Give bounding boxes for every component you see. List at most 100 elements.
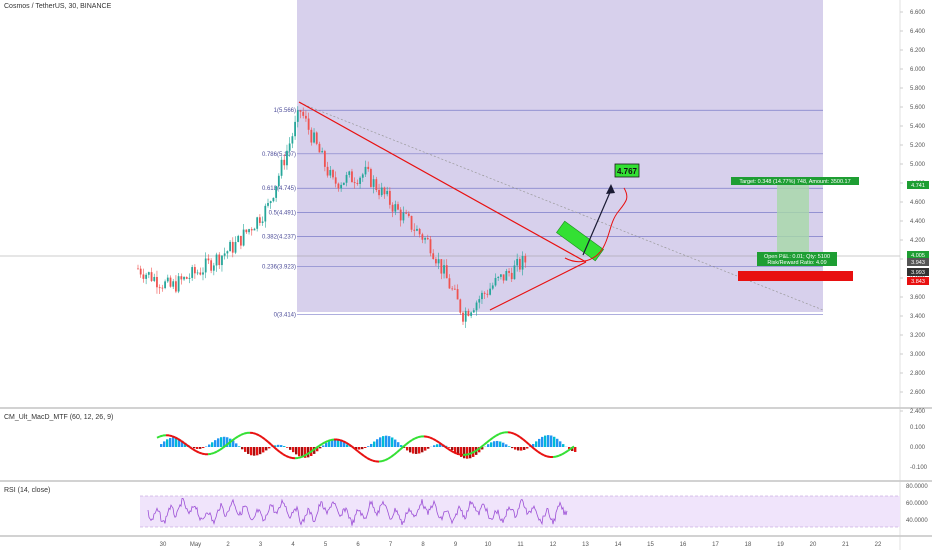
candle-body — [185, 276, 188, 279]
macd-bar — [571, 447, 574, 451]
macd-line — [201, 452, 206, 456]
candle-body — [518, 258, 521, 270]
macd-line — [189, 446, 194, 451]
price-badge-label: 3.943 — [911, 260, 925, 266]
candle-body — [318, 143, 321, 153]
breakout-box[interactable] — [556, 220, 604, 262]
candle-body — [267, 203, 269, 206]
macd-bar — [514, 447, 517, 450]
macd-bar — [550, 435, 553, 447]
macd-bar — [502, 442, 505, 447]
macd-line — [471, 450, 476, 454]
macd-line — [516, 434, 521, 438]
macd-line — [180, 439, 185, 444]
long-position-tool[interactable]: Target: 0.348 (14.77%) 748, Amount: 3500… — [731, 177, 859, 281]
macd-bar — [553, 436, 556, 447]
candle-body — [375, 179, 378, 190]
macd-bar — [166, 439, 169, 447]
macd-line — [210, 451, 215, 455]
macd-line — [474, 448, 479, 453]
rsi-pane[interactable] — [147, 497, 568, 526]
triangle-pattern[interactable] — [298, 101, 587, 311]
price-tick: 5.400 — [910, 124, 926, 130]
macd-line — [522, 438, 527, 443]
candle-body — [337, 183, 340, 189]
candle-body — [218, 254, 221, 266]
macd-line — [489, 436, 494, 441]
macd-line — [213, 450, 218, 454]
candle-body — [283, 159, 286, 166]
macd-bar — [331, 439, 334, 447]
price-badge — [907, 258, 929, 266]
time-tick: 20 — [810, 542, 817, 548]
macd-line — [225, 442, 230, 447]
fib-level-label: 0(3.414) — [274, 313, 296, 319]
macd-line — [486, 439, 491, 444]
candle-body — [448, 278, 451, 289]
macd-bar — [295, 447, 298, 455]
fib-retracement[interactable]: 1(5.566)0.786(5.107)0.618(4.745)0.5(4.49… — [262, 108, 823, 319]
macd-bar — [439, 443, 442, 447]
candle-body — [207, 258, 210, 261]
arrow-annotation[interactable] — [582, 184, 615, 256]
macd-line — [513, 432, 518, 437]
macd-line — [426, 435, 431, 439]
macd-bar — [247, 447, 250, 454]
macd-line — [492, 434, 497, 439]
macd-line — [177, 438, 182, 442]
macd-line — [558, 453, 563, 457]
time-tick: 15 — [647, 542, 654, 548]
macd-bar — [559, 441, 562, 447]
price-axis[interactable]: 6.600 6.400 6.200 6.000 5.800 5.600 5.400 5.200… — [900, 10, 926, 415]
candle-body — [291, 136, 294, 144]
candle-body — [221, 255, 223, 266]
candle-body — [418, 228, 421, 235]
candle-body — [494, 277, 497, 286]
candle-body — [391, 204, 394, 212]
target-label[interactable]: 4.767 — [614, 163, 640, 178]
macd-bar — [526, 447, 529, 449]
candle-body — [223, 253, 226, 256]
macd-pane[interactable] — [156, 431, 577, 463]
rsi-tick: 40.0000 — [906, 518, 928, 524]
macd-bar — [415, 447, 418, 454]
macd-line — [156, 435, 161, 439]
candle-body — [424, 238, 426, 240]
candle-body — [329, 170, 332, 176]
macd-line — [279, 451, 284, 456]
macd-line — [306, 451, 311, 456]
macd-bar — [220, 437, 223, 447]
rsi-label: RSI (14, close) — [4, 487, 51, 494]
candle-body — [261, 221, 264, 223]
macd-bar — [346, 444, 349, 447]
macd-bar — [418, 447, 421, 454]
macd-line — [261, 436, 266, 441]
candle-body — [351, 171, 353, 183]
macd-line — [324, 439, 329, 444]
macd-line — [396, 448, 401, 453]
time-tick: 10 — [485, 542, 492, 548]
macd-bar — [265, 447, 268, 451]
rsi-tick: 60.0000 — [906, 501, 928, 507]
candle-body — [156, 276, 158, 288]
macd-line — [309, 449, 314, 454]
rsi-tick: 80.0000 — [906, 484, 928, 490]
candle-body — [302, 111, 305, 116]
price-tick: 3.400 — [910, 314, 926, 320]
macd-bar — [574, 447, 577, 452]
macd-bar — [520, 447, 523, 451]
macd-bar — [427, 447, 430, 449]
candle-body — [175, 281, 177, 292]
macd-line — [369, 458, 374, 462]
macd-line — [435, 439, 440, 444]
macd-line — [519, 436, 524, 441]
candle-body — [502, 274, 505, 281]
candle-body — [462, 312, 464, 322]
macd-line — [450, 449, 455, 454]
macd-bar — [196, 447, 199, 449]
macd-line — [543, 454, 548, 458]
time-axis[interactable]: 30 May 2 3 4 5 6 7 8 9 10 11 12 13 14 15 16 17 18 19 20 21 22 — [160, 542, 882, 548]
candle-body — [486, 293, 489, 295]
candle-body — [299, 110, 302, 112]
